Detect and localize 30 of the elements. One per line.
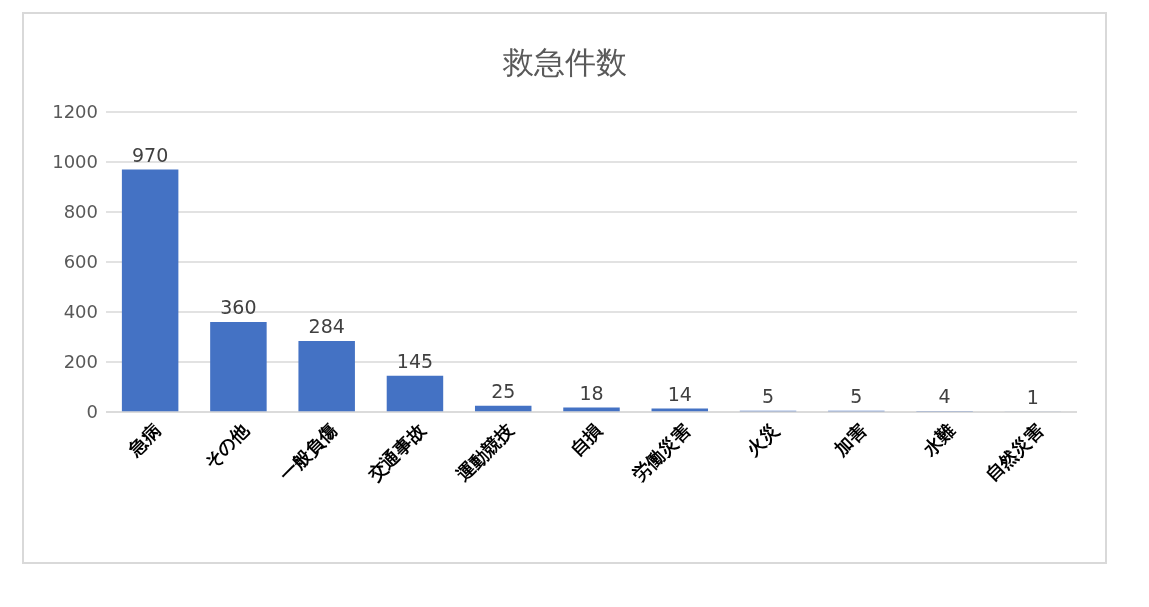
x-tick-label: 運動競技	[451, 418, 519, 486]
data-label: 1	[1026, 385, 1039, 408]
y-tick-label: 600	[63, 251, 98, 273]
y-tick-label: 0	[86, 401, 98, 423]
data-label: 284	[308, 315, 345, 337]
y-tick-label: 400	[63, 301, 98, 323]
x-tick-label: その他	[199, 418, 254, 473]
data-label: 5	[850, 384, 863, 407]
data-label: 145	[396, 349, 434, 372]
y-tick-label: 800	[63, 201, 98, 223]
chart-title: 救急件数	[501, 43, 628, 82]
data-label: 18	[579, 381, 604, 404]
x-tick-label: 一般負傷	[275, 419, 342, 486]
data-label: 360	[220, 296, 257, 318]
x-tick-label: 水難	[917, 419, 959, 461]
y-tick-label: 1000	[52, 151, 98, 173]
x-tick-label: 自損	[565, 419, 606, 460]
data-label: 970	[132, 143, 169, 166]
y-tick-label: 200	[63, 351, 98, 373]
x-tick-label: 労働災害	[628, 419, 695, 486]
data-label: 5	[762, 384, 775, 407]
x-tick-label: 交通事故	[362, 418, 431, 486]
x-tick-label: 自然災害	[981, 419, 1048, 486]
data-label: 25	[491, 379, 516, 402]
data-label: 14	[667, 382, 692, 405]
data-label: 4	[938, 385, 951, 407]
x-tick-label: 加害	[829, 419, 871, 461]
y-tick-label: 1200	[52, 101, 98, 123]
x-tick-label: 火災	[741, 419, 783, 461]
x-tick-label: 急病	[123, 419, 165, 461]
